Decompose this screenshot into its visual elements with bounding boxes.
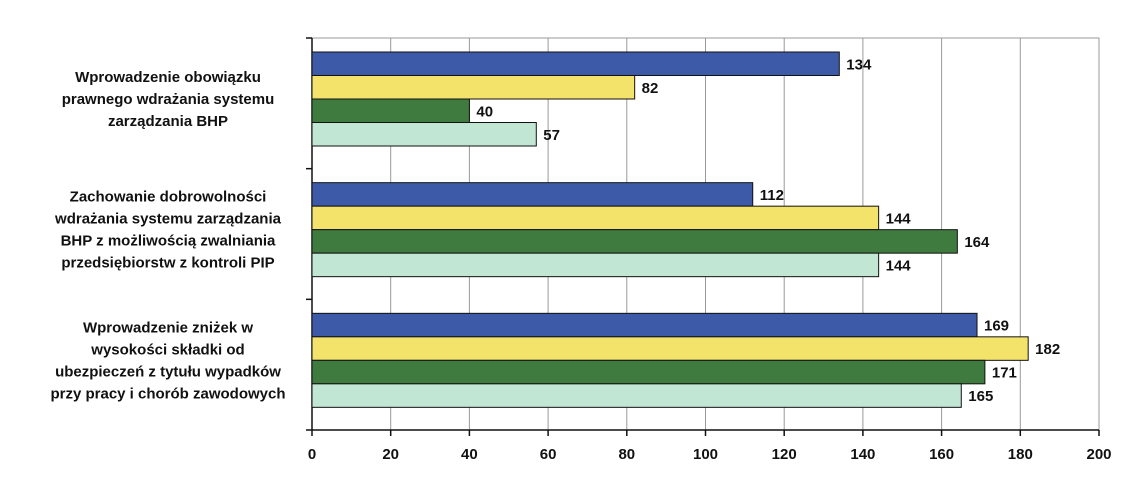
bar-value-label: 182	[1035, 341, 1060, 358]
category-label: przedsiębiorstw z kontroli PIP	[61, 255, 274, 272]
category-label: ubezpieczeń z tytułu wypadków	[55, 363, 281, 380]
bar	[311, 182, 754, 207]
bar	[311, 75, 636, 100]
x-tick-label: 160	[929, 446, 954, 463]
bar-value-label: 144	[886, 257, 912, 274]
category-label: Wprowadzenie zniżek w	[83, 319, 253, 336]
bar-value-label: 144	[886, 210, 912, 227]
x-tick-label: 200	[1086, 446, 1111, 463]
category-label: prawnego wdrażania systemu	[62, 91, 275, 108]
x-tick-label: 20	[382, 446, 399, 463]
bar	[311, 122, 537, 147]
x-tick-label: 80	[618, 446, 635, 463]
bar-value-label: 164	[964, 234, 990, 251]
bar	[311, 359, 986, 385]
bar-value-label: 169	[984, 318, 1009, 335]
bar-value-label: 171	[992, 365, 1017, 382]
category-label: Zachowanie dobrowolności	[70, 189, 267, 206]
x-tick-label: 120	[772, 446, 797, 463]
bar-value-label: 57	[543, 127, 560, 144]
x-tick-label: 100	[693, 446, 718, 463]
bar	[311, 229, 958, 254]
x-tick-label: 180	[1008, 446, 1033, 463]
bar	[311, 383, 962, 408]
category-label: wdrażania systemu zarządzania	[54, 211, 282, 228]
bar-value-label: 165	[968, 388, 993, 405]
x-tick-label: 140	[850, 446, 875, 463]
bar	[311, 98, 470, 123]
bar-value-label: 40	[476, 103, 493, 120]
bar	[311, 51, 840, 76]
bar	[311, 205, 880, 231]
category-label: zarządzania BHP	[108, 113, 228, 130]
bar-value-label: 82	[642, 80, 659, 97]
x-tick-label: 40	[461, 446, 478, 463]
bar-value-label: 134	[846, 56, 872, 73]
category-label: BHP z możliwością zwalniania	[61, 233, 276, 250]
category-label: przy pracy i chorób zawodowych	[50, 385, 285, 402]
bar	[311, 312, 978, 338]
x-tick-label: 60	[540, 446, 557, 463]
x-tick-label: 0	[308, 446, 316, 463]
category-label: wysokości składki od	[90, 341, 244, 358]
bar-value-label: 112	[760, 187, 784, 204]
bar	[311, 336, 1029, 361]
category-label: Wprowadzenie obowiązku	[75, 69, 261, 86]
bar	[311, 252, 880, 278]
